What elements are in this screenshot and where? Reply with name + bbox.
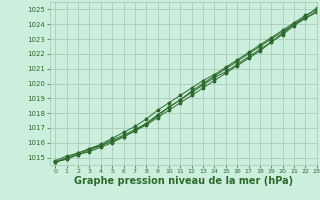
X-axis label: Graphe pression niveau de la mer (hPa): Graphe pression niveau de la mer (hPa) [74,176,293,186]
